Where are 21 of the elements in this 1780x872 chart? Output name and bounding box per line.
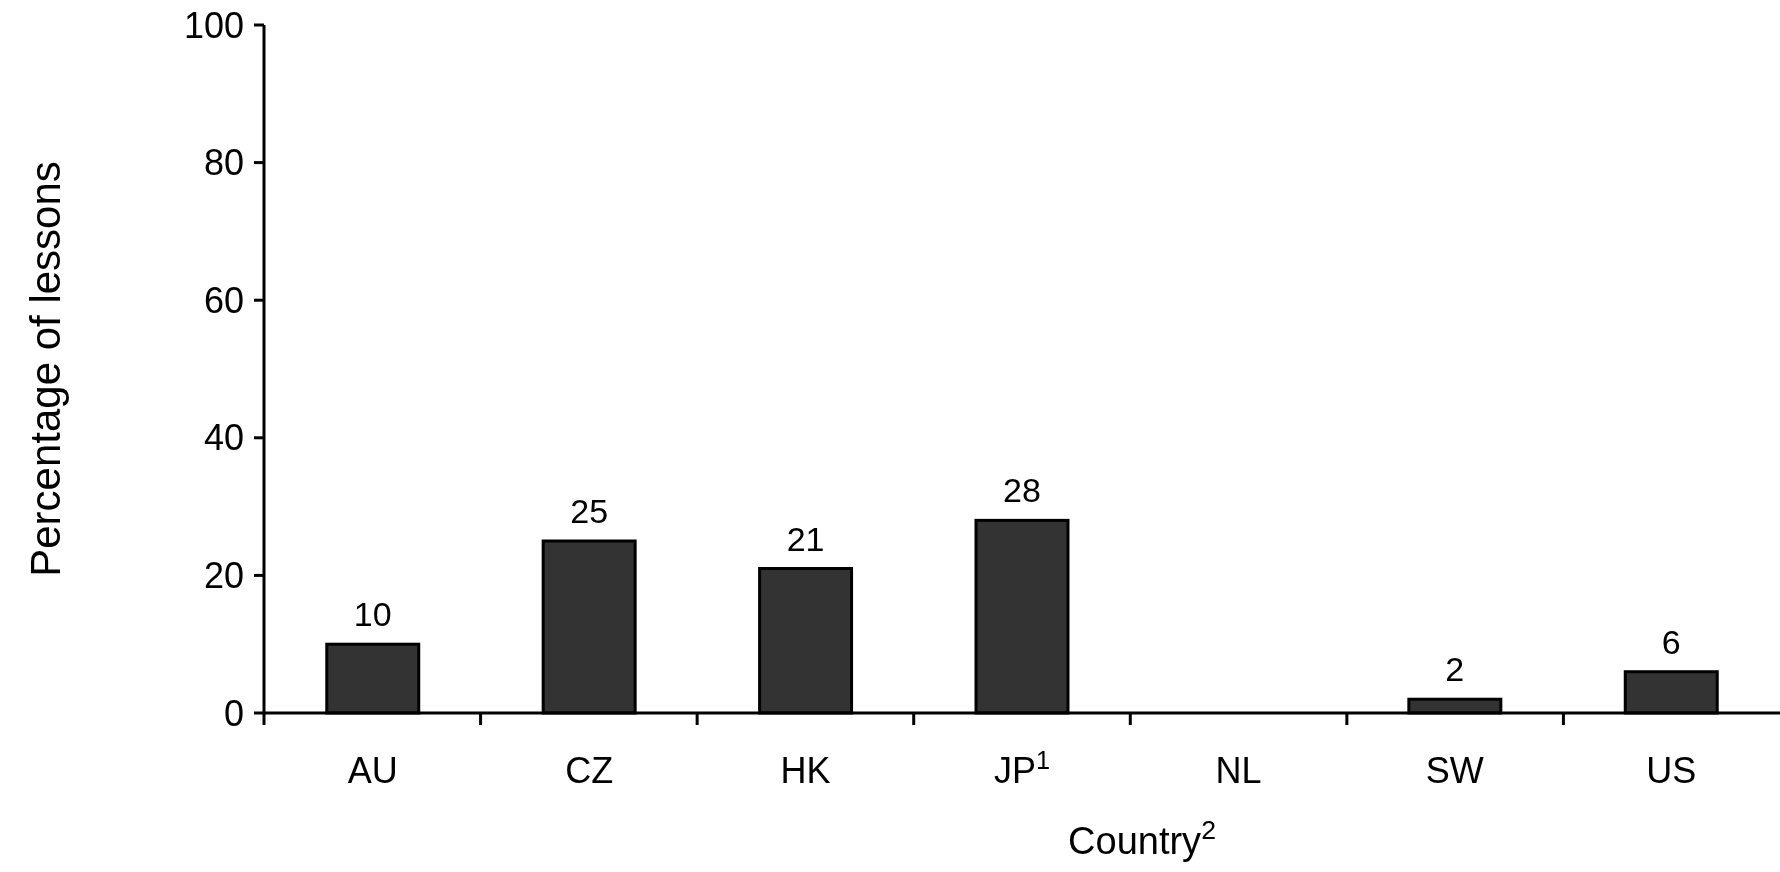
data-label: 28 <box>1003 471 1041 510</box>
data-label: 10 <box>353 595 392 634</box>
data-label: 21 <box>786 519 825 558</box>
x-tick-label: HK <box>780 750 831 791</box>
data-label: 2 <box>1445 650 1465 689</box>
x-tick-label: AU <box>347 750 398 791</box>
x-tick-label: SW <box>1425 750 1484 791</box>
y-tick-label: 100 <box>183 4 244 46</box>
y-tick-label: 60 <box>203 279 244 321</box>
y-tick-label: 80 <box>203 142 244 184</box>
x-tick-label: CZ <box>565 750 614 791</box>
y-tick-label: 0 <box>223 692 244 734</box>
x-tick-label: NL <box>1215 750 1262 791</box>
data-label: 25 <box>570 492 609 530</box>
data-label: 6 <box>1661 622 1681 661</box>
y-axis-title: Percentage of lessons <box>22 161 69 577</box>
y-tick-label: 20 <box>203 555 244 596</box>
x-tick-label: US <box>1646 750 1697 791</box>
y-tick-label: 40 <box>203 417 244 459</box>
x-axis-title: Country$^{2}$ <box>1068 815 1216 862</box>
x-tick-label: JP$^{1}$ <box>993 746 1051 791</box>
